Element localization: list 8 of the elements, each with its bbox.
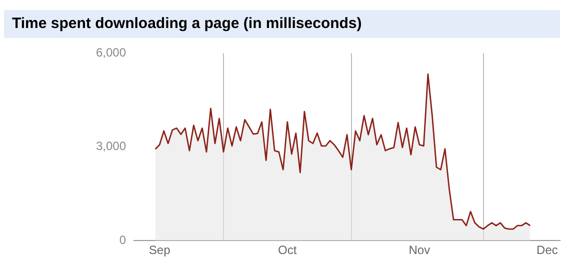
x-tick-label: Oct [278, 243, 298, 258]
chart-title: Time spent downloading a page (in milliseconds) [4, 10, 560, 38]
x-tick-label: Dec [536, 243, 558, 258]
y-tick-label: 6,000 [96, 46, 126, 60]
x-tick-label: Nov [408, 243, 430, 258]
y-tick-label: 3,000 [96, 139, 126, 154]
x-tick-label: Sep [148, 243, 171, 258]
y-tick-label: 0 [119, 232, 126, 247]
